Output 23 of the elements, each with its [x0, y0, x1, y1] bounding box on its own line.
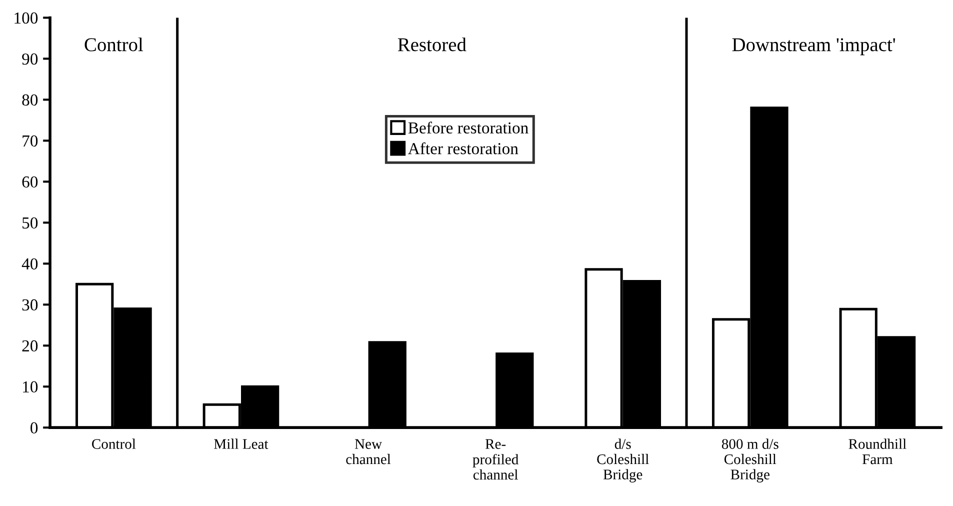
y-tick-label: 60 — [22, 176, 38, 188]
legend-label: After restoration — [408, 142, 518, 154]
x-tick-label: 800 m d/s Coleshill Bridge — [722, 438, 778, 482]
y-tick-label: 40 — [22, 258, 38, 270]
y-tick-label: 20 — [22, 340, 38, 352]
y-tick-label: 100 — [14, 12, 38, 24]
x-tick-label: Roundhill Farm — [848, 438, 906, 464]
y-tick-label: 80 — [22, 94, 38, 106]
y-tick-label: 50 — [22, 217, 38, 229]
y-tick-label: 10 — [23, 381, 38, 393]
x-tick-label: New channel — [346, 439, 391, 464]
x-tick-label: d/s Coleshill Bridge — [597, 438, 649, 482]
y-tick-label: 0 — [30, 422, 38, 434]
annotation: Control — [84, 38, 143, 52]
x-tick-label: Mill Leat — [214, 438, 268, 449]
y-tick-label: 90 — [22, 53, 38, 65]
annotation: Restored — [398, 38, 466, 52]
legend-label: Before restoration — [408, 122, 528, 134]
y-tick-label: 30 — [22, 299, 38, 311]
x-tick-label: Re- profiled channel — [472, 439, 518, 480]
y-tick-label: 70 — [22, 135, 38, 147]
annotation: Downstream 'impact' — [732, 38, 896, 56]
x-tick-label: Control — [92, 438, 136, 449]
